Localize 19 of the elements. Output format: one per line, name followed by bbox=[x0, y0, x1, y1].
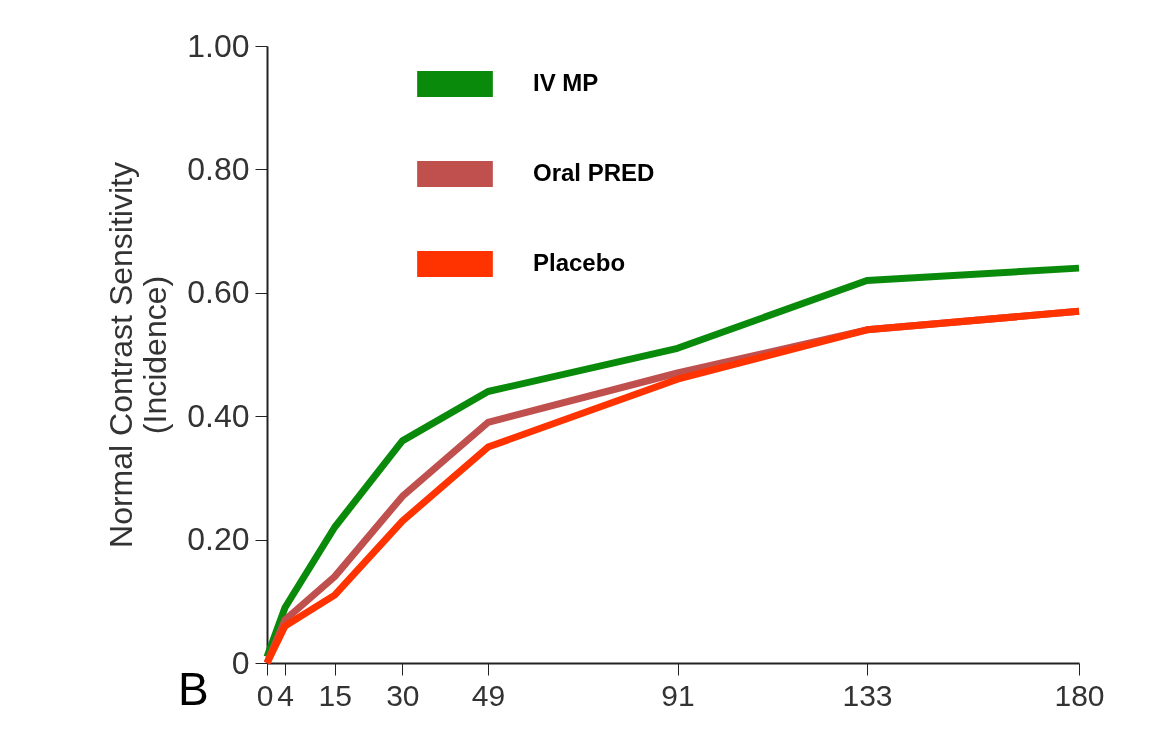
x-tick-label: 30 bbox=[386, 678, 420, 712]
text: B bbox=[178, 662, 209, 716]
y-tick-label: 0.40 bbox=[187, 397, 250, 434]
x-tick-label: 133 bbox=[842, 678, 893, 712]
legend-label: Placebo bbox=[533, 249, 626, 276]
x-tick-label: 49 bbox=[471, 678, 506, 712]
legend-label: IV MP bbox=[533, 69, 599, 96]
x-tick-label: 15 bbox=[318, 678, 352, 712]
y-tick-label: 0.60 bbox=[187, 274, 250, 311]
x-tick-label: 0 bbox=[256, 678, 274, 712]
y-tick-label: 0.80 bbox=[187, 150, 250, 187]
y-tick-label: 0 bbox=[231, 644, 250, 681]
y-axis-title: Normal Contrast Sensitivity (Incidence) bbox=[103, 162, 174, 548]
legend-label: Oral PRED bbox=[533, 159, 655, 186]
y-tick-label: 1.00 bbox=[187, 27, 250, 64]
x-tick-label: 4 bbox=[277, 678, 294, 712]
x-tick-label: 180 bbox=[1054, 678, 1105, 712]
x-tick-label: 91 bbox=[661, 678, 695, 712]
y-tick-label: 0.20 bbox=[187, 521, 250, 558]
